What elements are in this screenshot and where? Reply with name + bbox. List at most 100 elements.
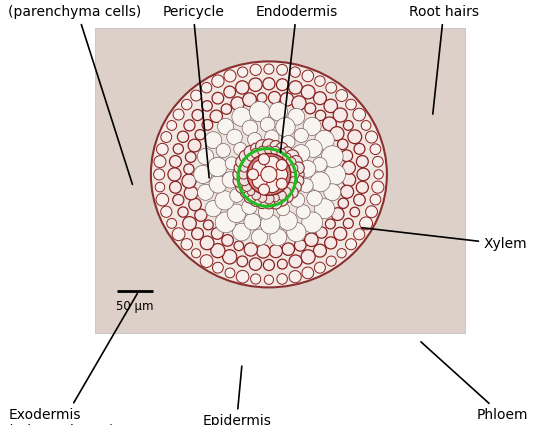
Circle shape: [242, 120, 258, 136]
Circle shape: [270, 229, 287, 246]
Circle shape: [276, 142, 288, 154]
Circle shape: [338, 198, 349, 208]
Circle shape: [276, 159, 287, 170]
Circle shape: [348, 130, 362, 144]
Circle shape: [153, 169, 165, 180]
Circle shape: [263, 157, 270, 164]
Text: Root hairs: Root hairs: [409, 5, 479, 114]
Circle shape: [264, 275, 274, 284]
Circle shape: [170, 156, 182, 167]
Circle shape: [234, 142, 247, 156]
Circle shape: [331, 208, 344, 221]
Circle shape: [315, 130, 334, 150]
Circle shape: [222, 250, 237, 264]
Circle shape: [225, 268, 235, 278]
Circle shape: [270, 141, 281, 152]
Circle shape: [282, 243, 294, 255]
Circle shape: [178, 207, 188, 217]
Circle shape: [314, 76, 325, 86]
Circle shape: [157, 143, 168, 155]
Circle shape: [289, 271, 301, 283]
Ellipse shape: [151, 61, 387, 287]
Circle shape: [354, 143, 365, 154]
Circle shape: [244, 146, 256, 158]
Circle shape: [326, 82, 337, 93]
Circle shape: [252, 160, 267, 175]
Circle shape: [257, 244, 270, 258]
Circle shape: [236, 181, 248, 193]
Circle shape: [357, 168, 369, 181]
Circle shape: [299, 178, 313, 193]
Circle shape: [373, 156, 383, 167]
Circle shape: [278, 177, 285, 184]
Circle shape: [304, 139, 322, 157]
Circle shape: [188, 139, 201, 152]
Circle shape: [302, 70, 314, 82]
Circle shape: [292, 96, 306, 110]
Text: Endodermis: Endodermis: [255, 5, 338, 153]
Ellipse shape: [198, 105, 339, 244]
Circle shape: [346, 99, 356, 110]
Circle shape: [222, 172, 239, 188]
Circle shape: [301, 85, 315, 99]
Circle shape: [248, 133, 262, 147]
Circle shape: [250, 195, 262, 207]
Ellipse shape: [247, 153, 290, 196]
Circle shape: [251, 143, 261, 153]
Circle shape: [326, 256, 336, 266]
Circle shape: [289, 164, 298, 173]
Circle shape: [251, 148, 261, 159]
Text: Cortex
(parenchyma cells): Cortex (parenchyma cells): [8, 0, 141, 184]
Circle shape: [313, 92, 326, 105]
Circle shape: [282, 192, 293, 202]
Circle shape: [313, 244, 326, 257]
Circle shape: [251, 274, 261, 284]
Circle shape: [276, 178, 287, 189]
Circle shape: [210, 110, 222, 122]
Circle shape: [233, 168, 245, 180]
Circle shape: [277, 149, 286, 158]
Circle shape: [184, 186, 198, 200]
Circle shape: [161, 132, 172, 142]
Text: Phloem: Phloem: [421, 342, 528, 422]
Circle shape: [341, 185, 354, 198]
Circle shape: [252, 177, 259, 184]
Circle shape: [271, 146, 280, 156]
Circle shape: [200, 255, 213, 267]
Circle shape: [310, 172, 330, 192]
Circle shape: [239, 170, 248, 179]
Circle shape: [258, 193, 267, 202]
Circle shape: [177, 131, 189, 142]
Circle shape: [343, 121, 353, 130]
Circle shape: [192, 110, 203, 121]
Circle shape: [224, 86, 236, 98]
Circle shape: [316, 227, 327, 238]
Circle shape: [277, 274, 287, 284]
Circle shape: [370, 194, 381, 205]
Circle shape: [202, 119, 213, 130]
Circle shape: [264, 194, 274, 204]
Circle shape: [289, 81, 302, 94]
Circle shape: [160, 206, 172, 217]
Circle shape: [197, 148, 214, 165]
Circle shape: [259, 184, 266, 190]
Circle shape: [240, 187, 250, 198]
Circle shape: [205, 201, 221, 217]
Circle shape: [275, 161, 282, 168]
Circle shape: [296, 205, 310, 219]
Circle shape: [242, 157, 252, 167]
Circle shape: [168, 168, 181, 181]
Circle shape: [252, 165, 259, 172]
Circle shape: [252, 191, 261, 200]
Circle shape: [278, 164, 285, 171]
Text: Epidermis: Epidermis: [202, 366, 271, 425]
Circle shape: [325, 219, 335, 229]
Circle shape: [302, 212, 323, 233]
Circle shape: [256, 181, 263, 188]
Circle shape: [276, 203, 289, 216]
Circle shape: [258, 146, 267, 156]
Circle shape: [200, 236, 214, 250]
Circle shape: [243, 93, 256, 107]
Circle shape: [336, 90, 348, 102]
Circle shape: [202, 101, 212, 111]
